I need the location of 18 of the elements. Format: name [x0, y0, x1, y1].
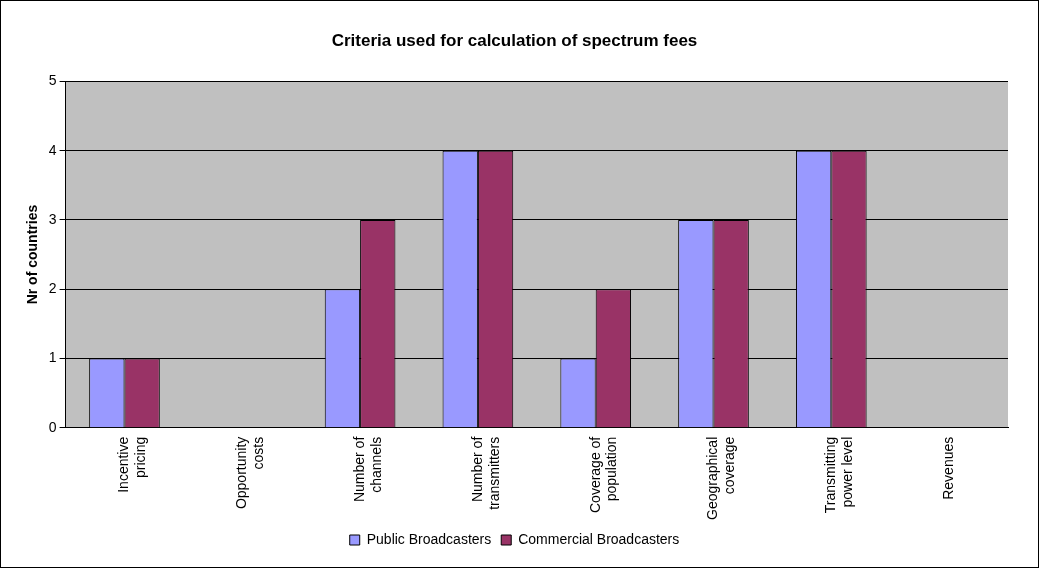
x-tick-label: Revenues	[939, 436, 956, 500]
y-tick-label: 2	[48, 280, 57, 297]
y-tick-label: 0	[48, 418, 57, 435]
y-tick-label: 1	[48, 349, 57, 366]
x-tick-label: Transmitting power level	[822, 436, 855, 514]
y-tick-label: 4	[48, 141, 57, 158]
y-tick-label: 5	[48, 72, 57, 89]
legend-label: Commercial Broadcasters	[518, 530, 680, 547]
x-tick-label: Number of transmitters	[468, 436, 502, 510]
y-tick-label: 3	[48, 210, 57, 227]
x-tick-label: Number of channels	[350, 436, 384, 503]
chart-title: Criteria used for calculation of spectrum fees	[331, 30, 698, 50]
legend-label: Public Broadcasters	[366, 530, 492, 547]
y-axis-title: Nr of countries	[24, 204, 41, 305]
x-tick-label: Opportunity costs	[233, 436, 266, 510]
x-tick-label: Incentive pricing	[115, 436, 149, 493]
x-tick-label: Geographical coverage	[704, 436, 738, 521]
x-tick-label: Coverage of population	[586, 436, 620, 514]
